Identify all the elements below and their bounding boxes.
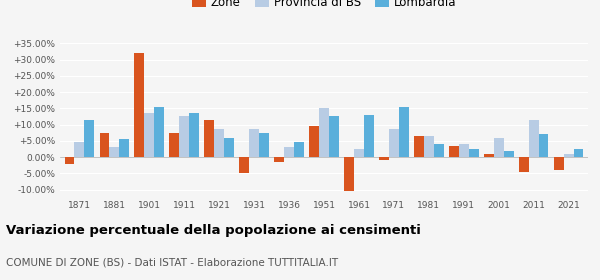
Bar xyxy=(539,134,548,157)
Bar xyxy=(529,120,539,157)
Bar xyxy=(449,146,459,157)
Bar xyxy=(144,113,154,157)
Bar xyxy=(459,144,469,157)
Bar xyxy=(354,149,364,157)
Bar xyxy=(284,147,294,157)
Bar xyxy=(239,157,249,173)
Bar xyxy=(329,116,338,157)
Bar xyxy=(84,120,94,157)
Bar xyxy=(294,143,304,157)
Legend: Zone, Provincia di BS, Lombardia: Zone, Provincia di BS, Lombardia xyxy=(187,0,461,13)
Bar xyxy=(494,137,504,157)
Bar xyxy=(484,155,494,157)
Bar xyxy=(424,136,434,157)
Bar xyxy=(574,149,583,157)
Bar xyxy=(519,157,529,172)
Bar xyxy=(65,157,74,164)
Bar xyxy=(259,133,269,157)
Bar xyxy=(319,108,329,157)
Bar xyxy=(399,107,409,157)
Bar xyxy=(205,120,214,157)
Bar xyxy=(389,129,399,157)
Text: Variazione percentuale della popolazione ai censimenti: Variazione percentuale della popolazione… xyxy=(6,224,421,237)
Bar xyxy=(134,53,144,157)
Bar xyxy=(274,157,284,162)
Bar xyxy=(414,136,424,157)
Bar xyxy=(109,147,119,157)
Bar xyxy=(189,113,199,157)
Bar xyxy=(379,157,389,160)
Bar xyxy=(74,143,84,157)
Bar xyxy=(364,115,374,157)
Bar xyxy=(249,129,259,157)
Bar xyxy=(214,129,224,157)
Bar xyxy=(154,107,164,157)
Text: COMUNE DI ZONE (BS) - Dati ISTAT - Elaborazione TUTTITALIA.IT: COMUNE DI ZONE (BS) - Dati ISTAT - Elabo… xyxy=(6,258,338,268)
Bar xyxy=(504,151,514,157)
Bar xyxy=(344,157,354,191)
Bar xyxy=(434,144,443,157)
Bar xyxy=(310,126,319,157)
Bar xyxy=(564,154,574,157)
Bar xyxy=(100,133,109,157)
Bar xyxy=(554,157,564,170)
Bar xyxy=(179,116,189,157)
Bar xyxy=(169,133,179,157)
Bar xyxy=(119,139,129,157)
Bar xyxy=(469,149,479,157)
Bar xyxy=(224,137,234,157)
